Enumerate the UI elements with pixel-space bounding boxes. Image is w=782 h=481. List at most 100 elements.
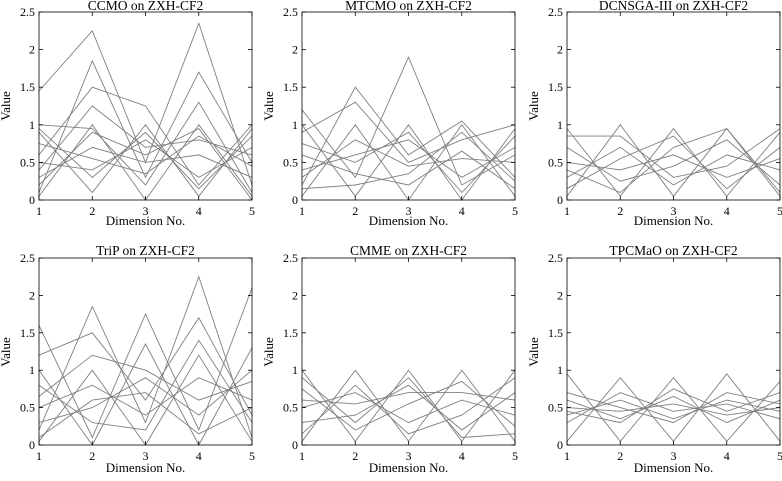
y-tick-label: 2 — [292, 43, 298, 57]
series-line — [38, 339, 253, 431]
y-tick-label: 0 — [29, 438, 35, 452]
series-line — [566, 146, 781, 186]
series-line — [301, 139, 516, 178]
series-line — [38, 316, 253, 416]
x-tick-label: 1 — [36, 449, 42, 463]
x-tick-label: 2 — [89, 204, 95, 218]
series-line — [566, 399, 781, 420]
x-tick-label: 5 — [777, 204, 782, 218]
x-tick-label: 4 — [196, 204, 202, 218]
x-tick-label: 1 — [564, 449, 570, 463]
series-line — [38, 287, 253, 439]
y-tick-label: 0.5 — [20, 401, 35, 415]
series-line — [301, 131, 516, 190]
y-axis-label: Value — [526, 337, 541, 367]
y-axis-label: Value — [261, 337, 276, 367]
x-tick-label: 3 — [143, 204, 149, 218]
x-tick-label: 5 — [249, 449, 255, 463]
subplot-title: DCNSGA-III on ZXH-CF2 — [599, 0, 748, 13]
series-line — [566, 388, 781, 424]
x-axis-label: Dimension No. — [106, 213, 185, 228]
series-line — [566, 373, 781, 443]
y-tick-label: 1.5 — [283, 80, 298, 94]
axes-box — [38, 257, 253, 446]
series-lines — [566, 124, 781, 197]
x-tick-label: 1 — [36, 204, 42, 218]
x-tick-label: 5 — [777, 449, 782, 463]
series-line — [566, 403, 781, 416]
x-tick-label: 5 — [512, 204, 518, 218]
series-line — [301, 101, 516, 163]
series-line — [566, 395, 781, 424]
series-line — [566, 154, 781, 178]
y-tick-label: 2 — [29, 43, 35, 57]
series-line — [38, 275, 253, 438]
subplot-title: MTCMO on ZXH-CF2 — [345, 0, 472, 13]
series-line — [566, 135, 781, 190]
y-axis-label: Value — [0, 91, 13, 121]
y-tick-label: 0.5 — [283, 401, 298, 415]
y-tick-label: 1 — [557, 363, 563, 377]
subplot-title: TPCMaO on ZXH-CF2 — [609, 243, 737, 258]
subplot-ccmo: CCMO on ZXH-CF2 Value Dimension No. 1 2 3 4… — [0, 0, 255, 228]
series-line — [301, 86, 516, 186]
subplot-title: CMME on ZXH-CF2 — [350, 243, 467, 258]
x-tick-label: 3 — [671, 204, 677, 218]
x-tick-label: 2 — [89, 449, 95, 463]
y-tick-label: 0 — [557, 438, 563, 452]
series-line — [301, 392, 516, 405]
series-line — [566, 139, 781, 186]
y-tick-label: 0 — [292, 438, 298, 452]
subplot-title: TriP on ZXH-CF2 — [96, 243, 195, 258]
y-tick-label: 1.5 — [548, 326, 563, 340]
series-line — [566, 392, 781, 424]
series-line — [301, 380, 516, 431]
y-tick-label: 2 — [557, 43, 563, 57]
x-tick-label: 2 — [617, 204, 623, 218]
subplot-trip: TriP on ZXH-CF2 Value Dimension No. 1 2 3 4… — [0, 243, 255, 475]
series-line — [38, 135, 253, 175]
x-tick-label: 4 — [459, 204, 465, 218]
x-axis-label: Dimension No. — [634, 213, 713, 228]
x-tick-label: 5 — [512, 449, 518, 463]
subplot-title: CCMO on ZXH-CF2 — [88, 0, 204, 13]
series-line — [38, 377, 253, 416]
y-tick-label: 2 — [292, 288, 298, 302]
series-line — [301, 384, 516, 431]
y-tick-label: 2.5 — [548, 251, 563, 265]
subplot-tpcmao: TPCMaO on ZXH-CF2 Value Dimension No. 1 2… — [526, 243, 782, 475]
y-axis-label: Value — [261, 91, 276, 121]
subplot-mtcmo: MTCMO on ZXH-CF2 Value Dimension No. 1 2 3… — [261, 0, 518, 228]
axes-box — [301, 257, 516, 446]
series-line — [38, 139, 253, 178]
x-tick-label: 2 — [617, 449, 623, 463]
y-tick-label: 1 — [29, 363, 35, 377]
subplot-cmme: CMME on ZXH-CF2 Value Dimension No. 1 2 3 4… — [261, 243, 518, 475]
series-lines — [38, 21, 253, 201]
x-tick-label: 4 — [724, 204, 730, 218]
y-tick-label: 2.5 — [548, 5, 563, 19]
y-tick-label: 0.5 — [20, 155, 35, 169]
series-line — [301, 150, 516, 190]
series-line — [38, 86, 253, 186]
series-lines — [38, 275, 253, 446]
series-line — [566, 128, 781, 197]
series-line — [38, 59, 253, 193]
series-line — [301, 55, 516, 186]
y-tick-label: 0.5 — [548, 401, 563, 415]
x-tick-label: 1 — [564, 204, 570, 218]
x-tick-label: 2 — [352, 449, 358, 463]
y-tick-label: 2 — [29, 288, 35, 302]
series-line — [38, 128, 253, 190]
y-tick-label: 1 — [557, 118, 563, 132]
y-tick-label: 0 — [292, 193, 298, 207]
series-line — [301, 131, 516, 194]
series-line — [301, 392, 516, 424]
subplot-dcnsga-iii: DCNSGA-III on ZXH-CF2 Value Dimension No… — [526, 0, 782, 228]
y-tick-label: 1.5 — [20, 80, 35, 94]
series-line — [38, 124, 253, 197]
series-lines — [301, 369, 516, 443]
y-tick-label: 1.5 — [548, 80, 563, 94]
y-tick-label: 1 — [29, 118, 35, 132]
